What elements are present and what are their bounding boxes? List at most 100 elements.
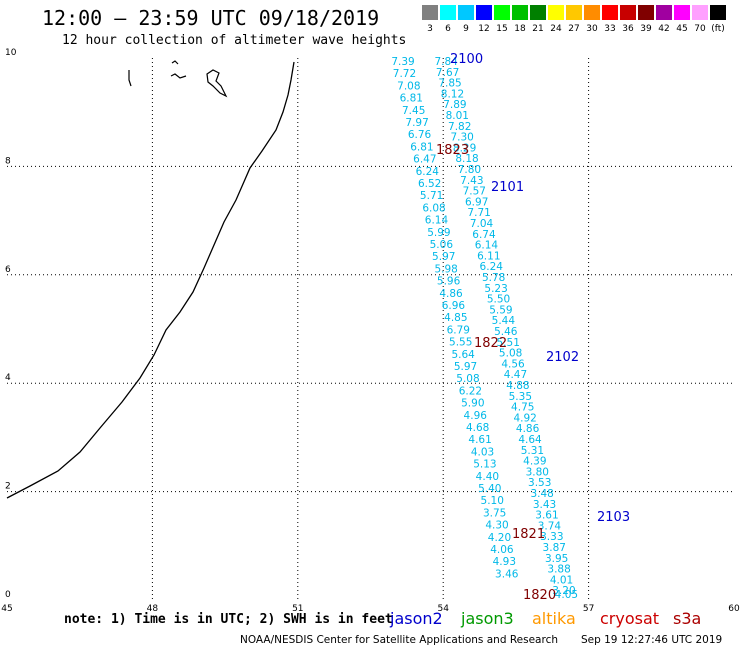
track-time-label: 2103 xyxy=(597,510,630,525)
swh-value-east: 6.11 xyxy=(477,250,500,262)
track-time-labels: 2100 2101 2102 2103 1823 1822 1821 1820 xyxy=(436,52,630,603)
swh-value-east: 3.95 xyxy=(545,553,568,565)
swh-value-west: 6.08 xyxy=(422,202,445,214)
scale-label: 45 xyxy=(676,24,688,34)
swh-value-west: 5.71 xyxy=(420,190,443,202)
swh-value-west: 5.40 xyxy=(478,483,501,495)
swh-value-east: 4.75 xyxy=(511,402,534,414)
swh-value-east: 4.47 xyxy=(504,369,527,381)
swh-value-west: 4.93 xyxy=(493,556,516,568)
island-1 xyxy=(128,70,132,87)
swh-value-east: 8.18 xyxy=(455,153,478,165)
swh-value-west: 4.86 xyxy=(439,288,463,300)
scale-swatch xyxy=(494,5,510,20)
scale-label: 18 xyxy=(514,24,526,34)
track-time-label: 1822 xyxy=(474,336,507,351)
scale-swatch xyxy=(602,5,618,20)
swh-value-east: 3.20 xyxy=(552,585,575,597)
lat-tick-label: 0 xyxy=(5,590,11,600)
swh-value-west: 6.76 xyxy=(408,129,432,141)
swh-value-east: 4.88 xyxy=(506,380,529,392)
swh-value-west: 7.72 xyxy=(393,68,416,80)
scale-label: 24 xyxy=(550,24,562,34)
swh-value-east: 3.61 xyxy=(535,510,558,522)
swh-value-west: 3.46 xyxy=(495,568,519,580)
swh-value-west: 6.24 xyxy=(416,166,440,178)
lon-tick-label: 57 xyxy=(583,604,594,614)
lat-tick-label: 10 xyxy=(5,48,17,58)
swh-value-east: 3.53 xyxy=(528,477,551,489)
swh-value-west: 7.08 xyxy=(397,80,420,92)
credit-line: NOAA/NESDIS Center for Satellite Applica… xyxy=(240,634,558,646)
swh-value-east: 4.64 xyxy=(518,434,542,446)
swh-value-east: 5.78 xyxy=(482,272,505,284)
coastline xyxy=(6,61,295,499)
swh-value-east: 3.80 xyxy=(526,466,549,478)
track-time-label: 2100 xyxy=(450,52,483,67)
swh-value-east: 4.39 xyxy=(523,456,546,468)
scale-swatch xyxy=(710,5,726,20)
swh-value-west: 5.97 xyxy=(432,251,455,263)
swh-value-west: 5.98 xyxy=(434,263,457,275)
swh-value-east: 3.87 xyxy=(543,542,566,554)
swh-value-east: 5.59 xyxy=(489,304,512,316)
scale-swatch xyxy=(674,5,690,20)
swh-value-east: 5.44 xyxy=(492,315,516,327)
scale-label: 12 xyxy=(478,24,490,34)
scale-label: 21 xyxy=(532,24,544,34)
swh-value-east: 6.74 xyxy=(472,229,496,241)
scale-label: 6 xyxy=(445,24,451,34)
swh-value-west: 5.08 xyxy=(456,373,479,385)
swh-value-west: 5.55 xyxy=(449,337,472,349)
scale-swatch xyxy=(440,5,456,20)
map-axis-labels: 45 48 51 54 57 60 0 2 4 6 8 10 xyxy=(1,48,740,614)
lon-tick-label: 45 xyxy=(1,604,12,614)
track-time-label: 1823 xyxy=(436,143,469,158)
scale-swatch xyxy=(638,5,654,20)
lat-tick-label: 2 xyxy=(5,482,11,492)
scale-swatch xyxy=(548,5,564,20)
swh-value-west: 5.10 xyxy=(481,495,504,507)
scale-label: 3 xyxy=(427,24,433,34)
swh-value-west: 5.99 xyxy=(427,227,450,239)
page-subtitle: 12 hour collection of altimeter wave hei… xyxy=(62,33,407,48)
swh-value-east: 7.80 xyxy=(458,164,481,176)
swh-value-east: 5.31 xyxy=(521,445,544,457)
swh-value-west: 5.64 xyxy=(451,349,475,361)
units-note: note: 1) Time is in UTC; 2) SWH is in fe… xyxy=(64,612,393,627)
swh-value-east: 7.84 xyxy=(434,56,458,68)
scale-label: 36 xyxy=(622,24,634,34)
scale-swatch xyxy=(620,5,636,20)
swh-value-east: 8.12 xyxy=(441,88,464,100)
swh-value-west: 7.97 xyxy=(405,117,428,129)
lat-tick-label: 8 xyxy=(5,156,11,166)
swh-value-east: 7.71 xyxy=(467,207,490,219)
scale-label: 33 xyxy=(604,24,616,34)
lon-tick-label: 54 xyxy=(437,604,449,614)
page-title: 12:00 – 23:59 UTC 09/18/2019 xyxy=(42,6,380,30)
swh-value-west: 4.06 xyxy=(490,544,514,556)
lat-tick-label: 6 xyxy=(5,265,11,275)
swh-value-east: 4.56 xyxy=(501,358,525,370)
swh-value-west: 5.13 xyxy=(473,459,496,471)
swh-value-east: 3.88 xyxy=(547,564,570,576)
lat-tick-label: 4 xyxy=(5,373,11,383)
swh-value-east: 6.14 xyxy=(475,240,499,252)
swh-value-east: 7.67 xyxy=(436,67,459,79)
swh-values: 7.397.727.086.817.457.976.766.816.476.24… xyxy=(391,56,578,601)
swh-value-east: 6.24 xyxy=(480,261,504,273)
swh-value-east: 3.33 xyxy=(540,531,563,543)
swh-value-west: 7.39 xyxy=(391,56,414,68)
legend-jason2: jason2 xyxy=(390,609,443,628)
swh-value-east: 5.50 xyxy=(487,294,510,306)
legend-cryosat: cryosat xyxy=(600,609,660,628)
scale-swatch xyxy=(656,5,672,20)
track-time-label: 2102 xyxy=(546,350,579,365)
scale-label: 15 xyxy=(496,24,508,34)
legend-jason3: jason3 xyxy=(461,609,514,628)
scale-label: (ft) xyxy=(711,24,725,34)
swh-value-east: 4.01 xyxy=(550,574,573,586)
scale-label: 27 xyxy=(568,24,580,34)
swh-value-west: 6.96 xyxy=(442,300,466,312)
swh-value-west: 4.96 xyxy=(464,410,488,422)
